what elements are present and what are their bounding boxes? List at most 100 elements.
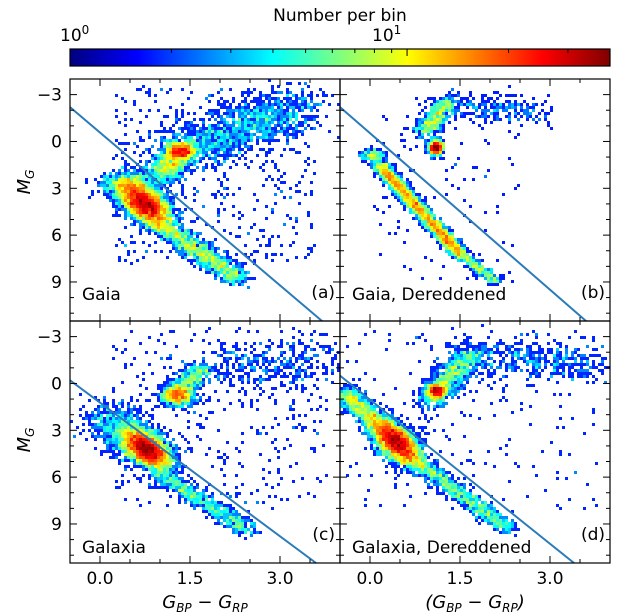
heatmap-bin xyxy=(178,148,181,151)
heatmap-bin xyxy=(430,115,433,118)
heatmap-bin xyxy=(418,103,421,106)
heatmap-bin xyxy=(226,157,229,160)
heatmap-bin xyxy=(262,103,265,106)
heatmap-bin xyxy=(148,435,151,438)
heatmap-bin xyxy=(232,133,235,136)
heatmap-bin xyxy=(145,190,148,193)
heatmap-bin xyxy=(103,420,106,423)
heatmap-bin xyxy=(502,351,505,354)
heatmap-bin xyxy=(229,402,232,405)
heatmap-bin xyxy=(409,148,412,151)
heatmap-bin xyxy=(253,528,256,531)
heatmap-bin xyxy=(172,486,175,489)
heatmap-bin xyxy=(526,378,529,381)
heatmap-bin xyxy=(148,483,151,486)
heatmap-bin xyxy=(238,112,241,115)
heatmap-bin xyxy=(373,148,376,151)
heatmap-bin xyxy=(214,510,217,513)
heatmap-bin xyxy=(136,145,139,148)
heatmap-bin xyxy=(298,342,301,345)
heatmap-bin xyxy=(505,100,508,103)
heatmap-bin xyxy=(292,127,295,130)
heatmap-bin xyxy=(181,387,184,390)
heatmap-bin xyxy=(316,121,319,124)
heatmap-bin xyxy=(145,459,148,462)
heatmap-bin xyxy=(319,345,322,348)
heatmap-bin xyxy=(439,154,442,157)
heatmap-bin xyxy=(397,226,400,229)
heatmap-bin xyxy=(142,178,145,181)
heatmap-bin xyxy=(235,130,238,133)
heatmap-bin xyxy=(124,465,127,468)
heatmap-bin xyxy=(556,342,559,345)
heatmap-bin xyxy=(295,151,298,154)
heatmap-bin xyxy=(385,166,388,169)
heatmap-bin xyxy=(190,130,193,133)
heatmap-bin xyxy=(430,118,433,121)
heatmap-bin xyxy=(232,136,235,139)
heatmap-bin xyxy=(148,178,151,181)
heatmap-bin xyxy=(379,417,382,420)
heatmap-bin xyxy=(424,142,427,145)
heatmap-bin xyxy=(223,519,226,522)
heatmap-bin xyxy=(409,196,412,199)
heatmap-bin xyxy=(259,91,262,94)
heatmap-bin xyxy=(424,387,427,390)
heatmap-bin xyxy=(481,259,484,262)
heatmap-bin xyxy=(229,103,232,106)
heatmap-bin xyxy=(229,522,232,525)
heatmap-bin xyxy=(508,130,511,133)
heatmap-bin xyxy=(211,262,214,265)
heatmap-bin xyxy=(487,271,490,274)
heatmap-bin xyxy=(193,411,196,414)
heatmap-bin xyxy=(172,199,175,202)
heatmap-bin xyxy=(247,360,250,363)
heatmap-bin xyxy=(391,408,394,411)
heatmap-bin xyxy=(157,160,160,163)
heatmap-bin xyxy=(151,408,154,411)
heatmap-bin xyxy=(211,148,214,151)
heatmap-bin xyxy=(211,94,214,97)
heatmap-bin xyxy=(178,172,181,175)
heatmap-bin xyxy=(211,133,214,136)
heatmap-bin xyxy=(190,447,193,450)
heatmap-bin xyxy=(193,154,196,157)
heatmap-bin xyxy=(271,109,274,112)
heatmap-bin xyxy=(145,465,148,468)
heatmap-bin xyxy=(475,274,478,277)
heatmap-bin xyxy=(94,426,97,429)
heatmap-bin xyxy=(535,372,538,375)
heatmap-bin xyxy=(166,163,169,166)
heatmap-bin xyxy=(475,268,478,271)
heatmap-bin xyxy=(535,121,538,124)
heatmap-bin xyxy=(556,357,559,360)
heatmap-bin xyxy=(196,372,199,375)
heatmap-bin xyxy=(382,160,385,163)
heatmap-bin xyxy=(166,148,169,151)
heatmap-bin xyxy=(73,435,76,438)
heatmap-bin xyxy=(148,426,151,429)
heatmap-bin xyxy=(280,181,283,184)
heatmap-bin xyxy=(250,118,253,121)
heatmap-bin xyxy=(169,405,172,408)
heatmap-bin xyxy=(490,363,493,366)
heatmap-bin xyxy=(139,199,142,202)
heatmap-bin xyxy=(160,145,163,148)
heatmap-bin xyxy=(286,259,289,262)
heatmap-bin xyxy=(100,411,103,414)
heatmap-bin xyxy=(436,103,439,106)
heatmap-bin xyxy=(109,175,112,178)
heatmap-bin xyxy=(364,393,367,396)
heatmap-bin xyxy=(430,214,433,217)
heatmap-bin xyxy=(142,372,145,375)
heatmap-bin xyxy=(85,181,88,184)
heatmap-bin xyxy=(403,199,406,202)
heatmap-bin xyxy=(454,366,457,369)
heatmap-bin xyxy=(151,214,154,217)
heatmap-bin xyxy=(280,345,283,348)
colorbar-gradient xyxy=(70,49,610,66)
heatmap-bin xyxy=(310,372,313,375)
heatmap-bin xyxy=(217,139,220,142)
heatmap-bin xyxy=(241,381,244,384)
heatmap-bin xyxy=(214,169,217,172)
